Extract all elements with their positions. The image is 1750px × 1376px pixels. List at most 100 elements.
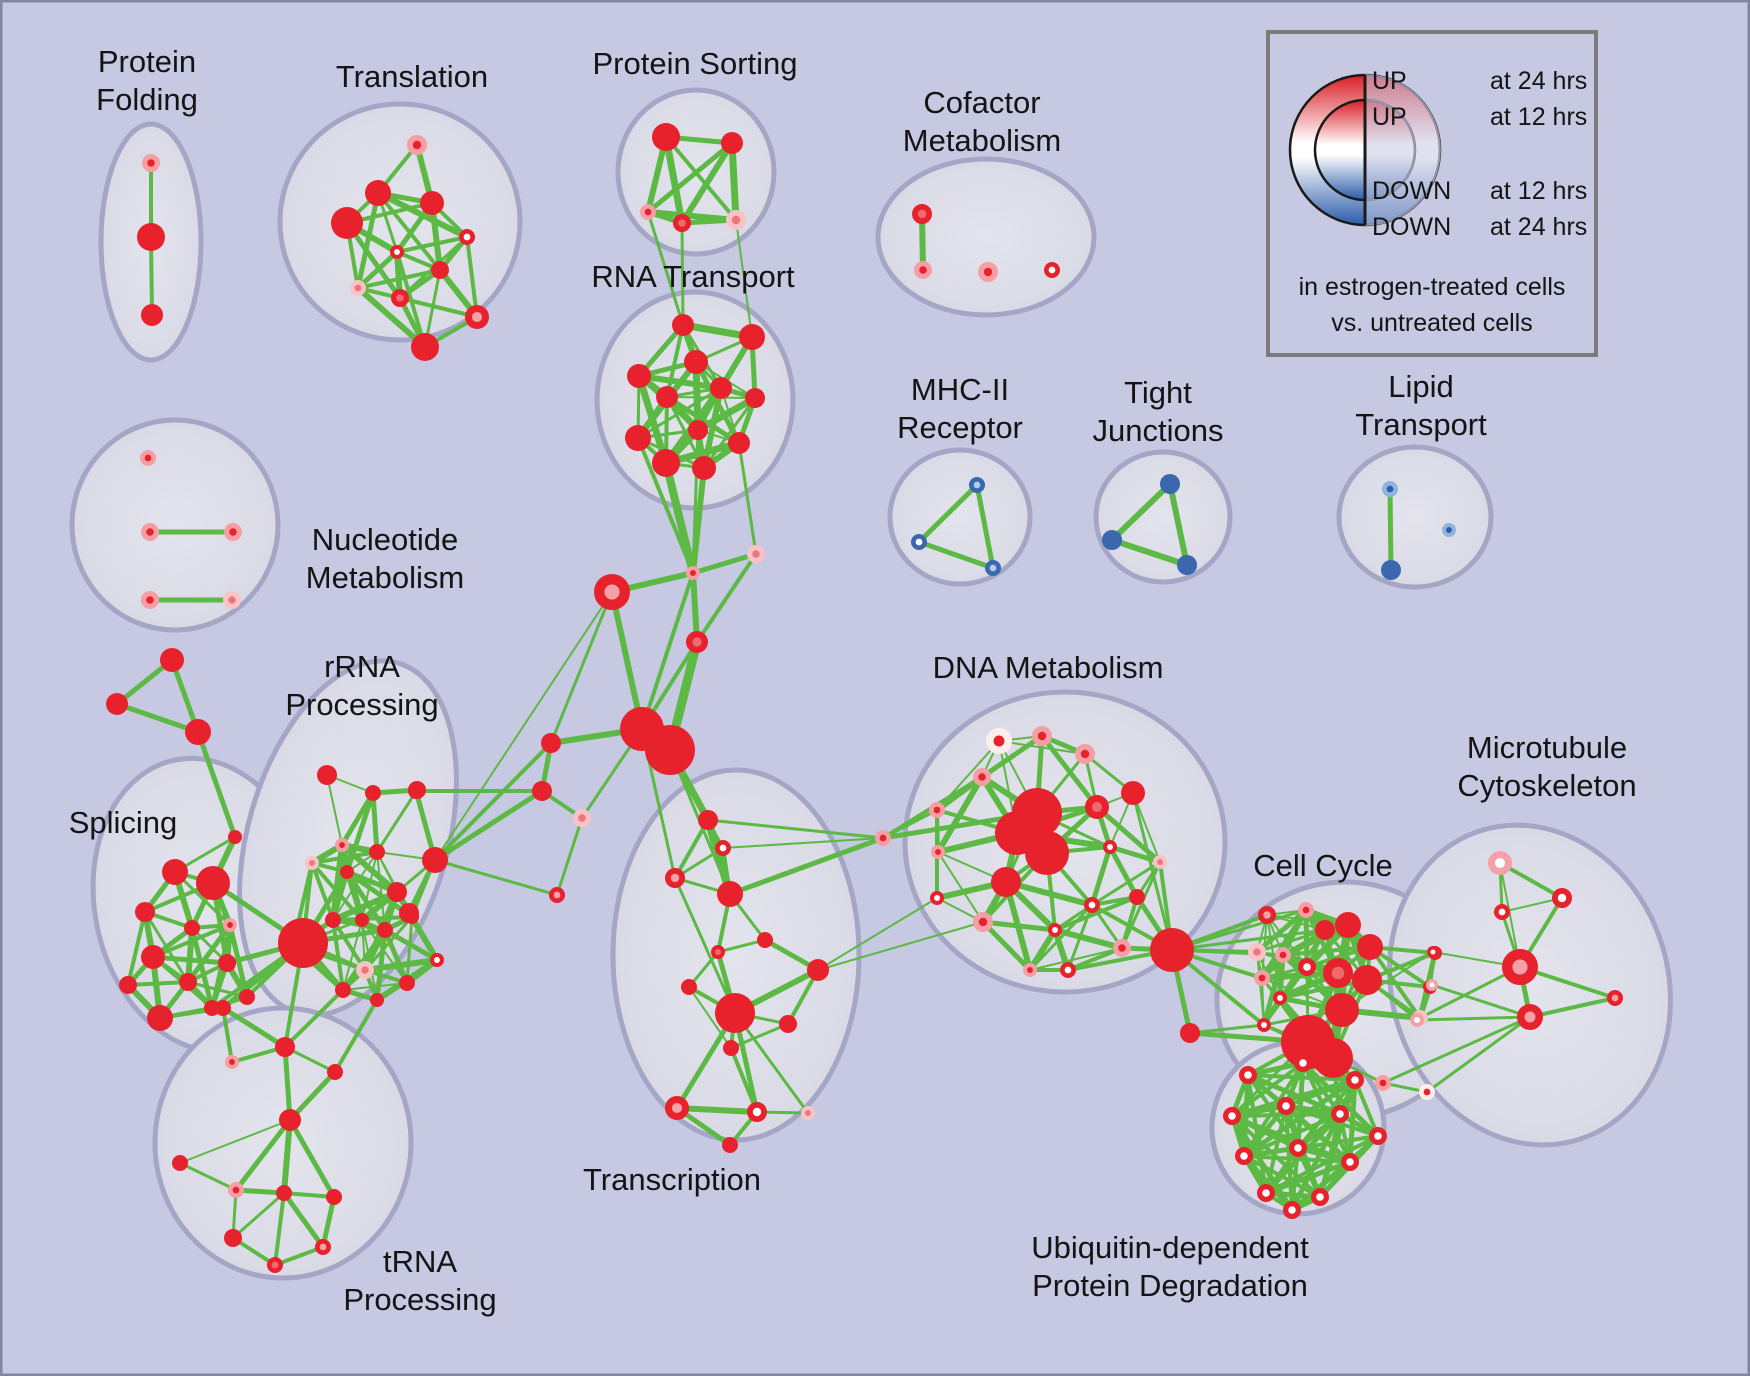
network-node <box>1340 1152 1359 1171</box>
network-node <box>1256 1183 1275 1202</box>
network-edge <box>916 482 980 545</box>
network-edge <box>881 808 939 840</box>
network-node <box>726 209 747 230</box>
network-edge <box>609 589 645 732</box>
network-edge <box>1167 481 1190 568</box>
network-node <box>1257 905 1276 924</box>
network-node <box>1425 978 1438 991</box>
network-node <box>1222 1106 1241 1125</box>
network-node <box>549 887 566 904</box>
cluster-label-sp: Splicing <box>69 805 178 840</box>
network-node <box>1501 948 1538 985</box>
network-edge <box>716 938 767 954</box>
network-node <box>1345 1070 1364 1089</box>
network-edge <box>1289 1159 1353 1213</box>
network-node <box>640 204 657 221</box>
network-node <box>986 728 1013 755</box>
network-edge <box>1415 1015 1532 1022</box>
network-node <box>1352 965 1382 995</box>
network-node <box>969 477 986 494</box>
network-node <box>1487 850 1512 875</box>
network-node <box>141 945 165 969</box>
cluster-label-trna: tRNA <box>383 1244 457 1279</box>
legend-up-24-time: at 24 hrs <box>1490 67 1587 95</box>
network-node <box>399 903 419 923</box>
network-node <box>1297 957 1316 976</box>
network-edge <box>1241 1153 1295 1213</box>
network-edge <box>282 1044 293 1123</box>
network-edge <box>1230 1061 1305 1118</box>
network-node <box>325 912 341 928</box>
network-node <box>224 1055 239 1070</box>
network-node <box>972 767 991 786</box>
network-node <box>715 840 732 857</box>
network-node <box>985 560 1002 577</box>
network-node <box>377 922 393 938</box>
network-node <box>465 305 490 330</box>
network-node <box>1112 938 1131 957</box>
network-edge <box>555 816 584 897</box>
network-edge <box>1029 947 1123 971</box>
network-edge <box>688 986 732 1049</box>
cluster-label-ps: Protein Sorting <box>592 46 797 81</box>
network-edge <box>310 861 335 922</box>
network-node <box>422 847 448 873</box>
network-node <box>686 631 709 654</box>
network-node <box>1247 942 1266 961</box>
network-node <box>1322 957 1353 988</box>
network-node <box>162 859 188 885</box>
network-edge <box>1094 804 1163 865</box>
cluster-label-tc: Transcription <box>583 1162 761 1197</box>
network-node <box>664 1095 689 1120</box>
network-edge <box>974 482 996 571</box>
network-node <box>1493 904 1510 921</box>
network-node <box>723 1040 739 1056</box>
network-node <box>141 304 163 326</box>
network-node <box>541 733 561 753</box>
cluster-ellipse-tj <box>1093 449 1233 585</box>
cluster-label-mhc: MHC-II <box>911 372 1009 407</box>
network-edge <box>1254 907 1309 955</box>
network-node <box>652 123 680 151</box>
network-edge <box>980 919 1033 973</box>
network-edge <box>355 190 381 291</box>
network-node <box>681 979 697 995</box>
network-edge <box>465 235 479 319</box>
network-edge <box>1263 1159 1353 1196</box>
network-node <box>267 1256 284 1273</box>
network-node <box>184 920 200 936</box>
network-edge <box>1242 1112 1342 1158</box>
network-edge <box>664 135 738 222</box>
network-edge <box>691 428 700 575</box>
cluster-ellipse-nm <box>69 417 281 633</box>
cluster-label-lp: Transport <box>1355 407 1487 442</box>
network-node <box>1418 1083 1435 1100</box>
network-node <box>1288 1138 1307 1157</box>
cluster-label-tl: Translation <box>336 59 488 94</box>
network-node <box>1025 831 1069 875</box>
network-node <box>228 1181 245 1198</box>
network-edge <box>702 396 757 470</box>
network-edge <box>979 733 1045 780</box>
network-edge <box>434 591 613 861</box>
network-node <box>370 993 384 1007</box>
cluster-label-rr: rRNA <box>324 649 400 684</box>
legend: UP at 24 hrs UP at 12 hrs DOWN at 12 hrs… <box>1266 30 1598 357</box>
network-node <box>746 544 765 563</box>
network-edge <box>185 925 195 985</box>
network-edge <box>231 1191 286 1240</box>
network-edge <box>170 658 237 839</box>
network-node <box>172 1155 188 1171</box>
cluster-label-ub: Protein Degradation <box>1032 1268 1308 1303</box>
network-node <box>1368 1126 1387 1145</box>
network-node <box>991 867 1021 897</box>
network-edge <box>432 788 545 863</box>
network-edge <box>114 701 201 735</box>
network-node <box>715 993 755 1033</box>
network-node <box>1357 934 1383 960</box>
network-node <box>1032 726 1053 747</box>
network-node <box>1160 474 1180 494</box>
network-node <box>106 693 128 715</box>
network-edge <box>1107 844 1163 865</box>
cluster-label-ub: Ubiquitin-dependent <box>1031 1230 1309 1265</box>
